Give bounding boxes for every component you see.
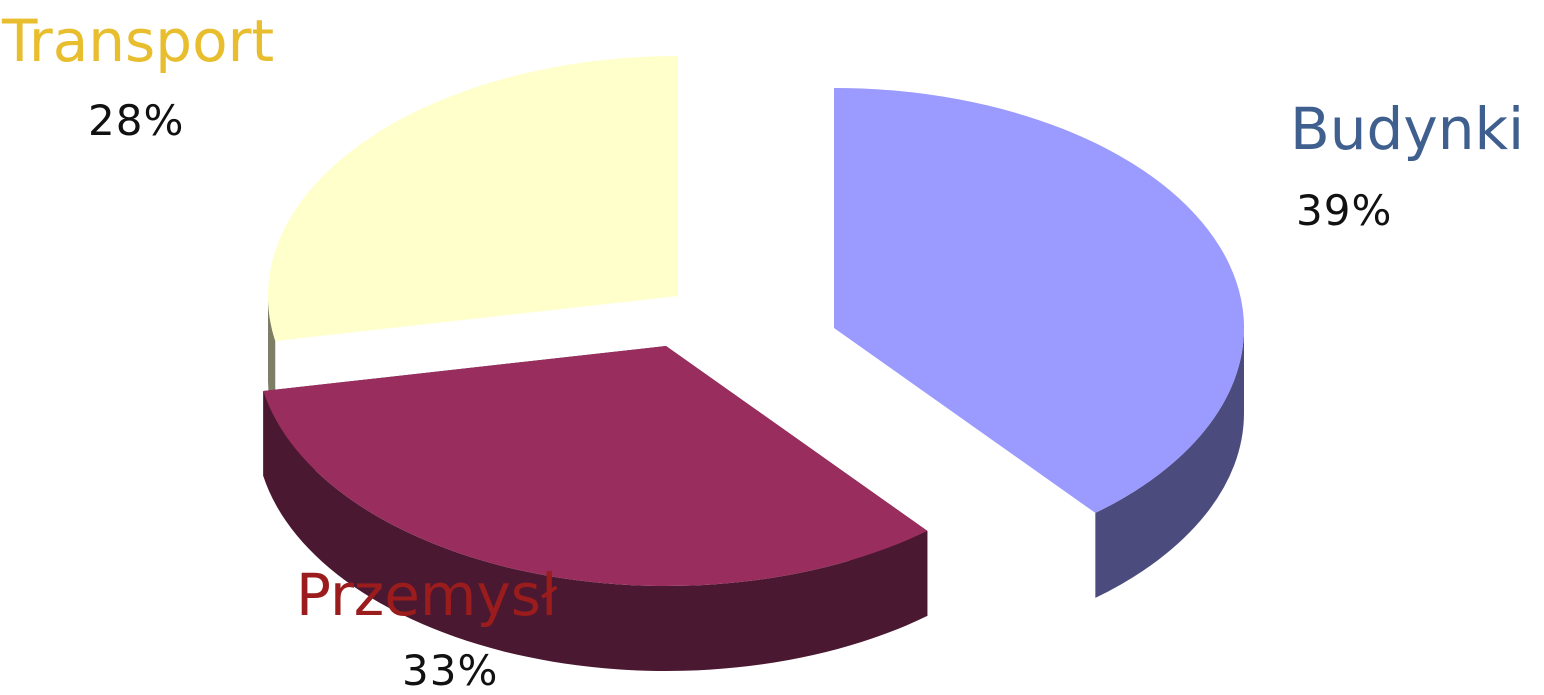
slice-label-przemysl: Przemysł [296, 561, 558, 629]
pie-slice-przemysl [263, 346, 928, 586]
slice-label-budynki: Budynki [1290, 95, 1525, 163]
pie-slice-transport [267, 56, 678, 341]
slice-value-budynki: 39% [1296, 186, 1393, 235]
slice-value-transport: 28% [88, 96, 185, 145]
pie-slice-budynki-side-2 [1095, 328, 1244, 598]
slice-label-transport: Transport [2, 7, 275, 75]
pie-slice-budynki [834, 88, 1245, 513]
pie-slice-przemysl-side [263, 390, 928, 671]
slice-value-przemysl: 33% [402, 646, 499, 695]
